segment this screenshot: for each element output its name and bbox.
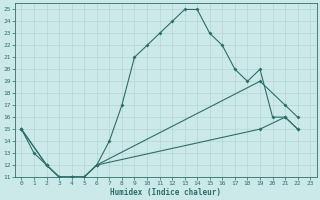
X-axis label: Humidex (Indice chaleur): Humidex (Indice chaleur)	[110, 188, 221, 197]
